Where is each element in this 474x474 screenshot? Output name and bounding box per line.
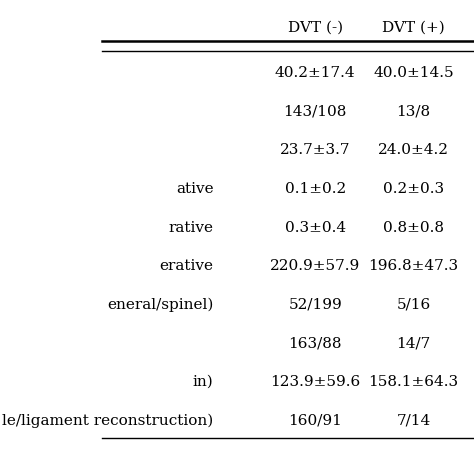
Text: 7/14: 7/14: [396, 414, 430, 428]
Text: 24.0±4.2: 24.0±4.2: [378, 143, 449, 157]
Text: le/ligament reconstruction): le/ligament reconstruction): [2, 414, 213, 428]
Text: ative: ative: [176, 182, 213, 196]
Text: in): in): [193, 375, 213, 389]
Text: 0.3±0.4: 0.3±0.4: [285, 220, 346, 235]
Text: 5/16: 5/16: [396, 298, 430, 312]
Text: rative: rative: [168, 220, 213, 235]
Text: 14/7: 14/7: [396, 337, 430, 350]
Text: 143/108: 143/108: [283, 105, 347, 118]
Text: 52/199: 52/199: [288, 298, 342, 312]
Text: 158.1±64.3: 158.1±64.3: [368, 375, 458, 389]
Text: 196.8±47.3: 196.8±47.3: [368, 259, 458, 273]
Text: 40.0±14.5: 40.0±14.5: [373, 66, 454, 80]
Text: DVT (-): DVT (-): [288, 20, 343, 34]
Text: DVT (+): DVT (+): [382, 20, 445, 34]
Text: 40.2±17.4: 40.2±17.4: [275, 66, 356, 80]
Text: 123.9±59.6: 123.9±59.6: [270, 375, 360, 389]
Text: erative: erative: [159, 259, 213, 273]
Text: 0.1±0.2: 0.1±0.2: [285, 182, 346, 196]
Text: 220.9±57.9: 220.9±57.9: [270, 259, 360, 273]
Text: 163/88: 163/88: [289, 337, 342, 350]
Text: 160/91: 160/91: [288, 414, 342, 428]
Text: 0.2±0.3: 0.2±0.3: [383, 182, 444, 196]
Text: 0.8±0.8: 0.8±0.8: [383, 220, 444, 235]
Text: eneral/spinel): eneral/spinel): [107, 298, 213, 312]
Text: 23.7±3.7: 23.7±3.7: [280, 143, 351, 157]
Text: 13/8: 13/8: [396, 105, 430, 118]
